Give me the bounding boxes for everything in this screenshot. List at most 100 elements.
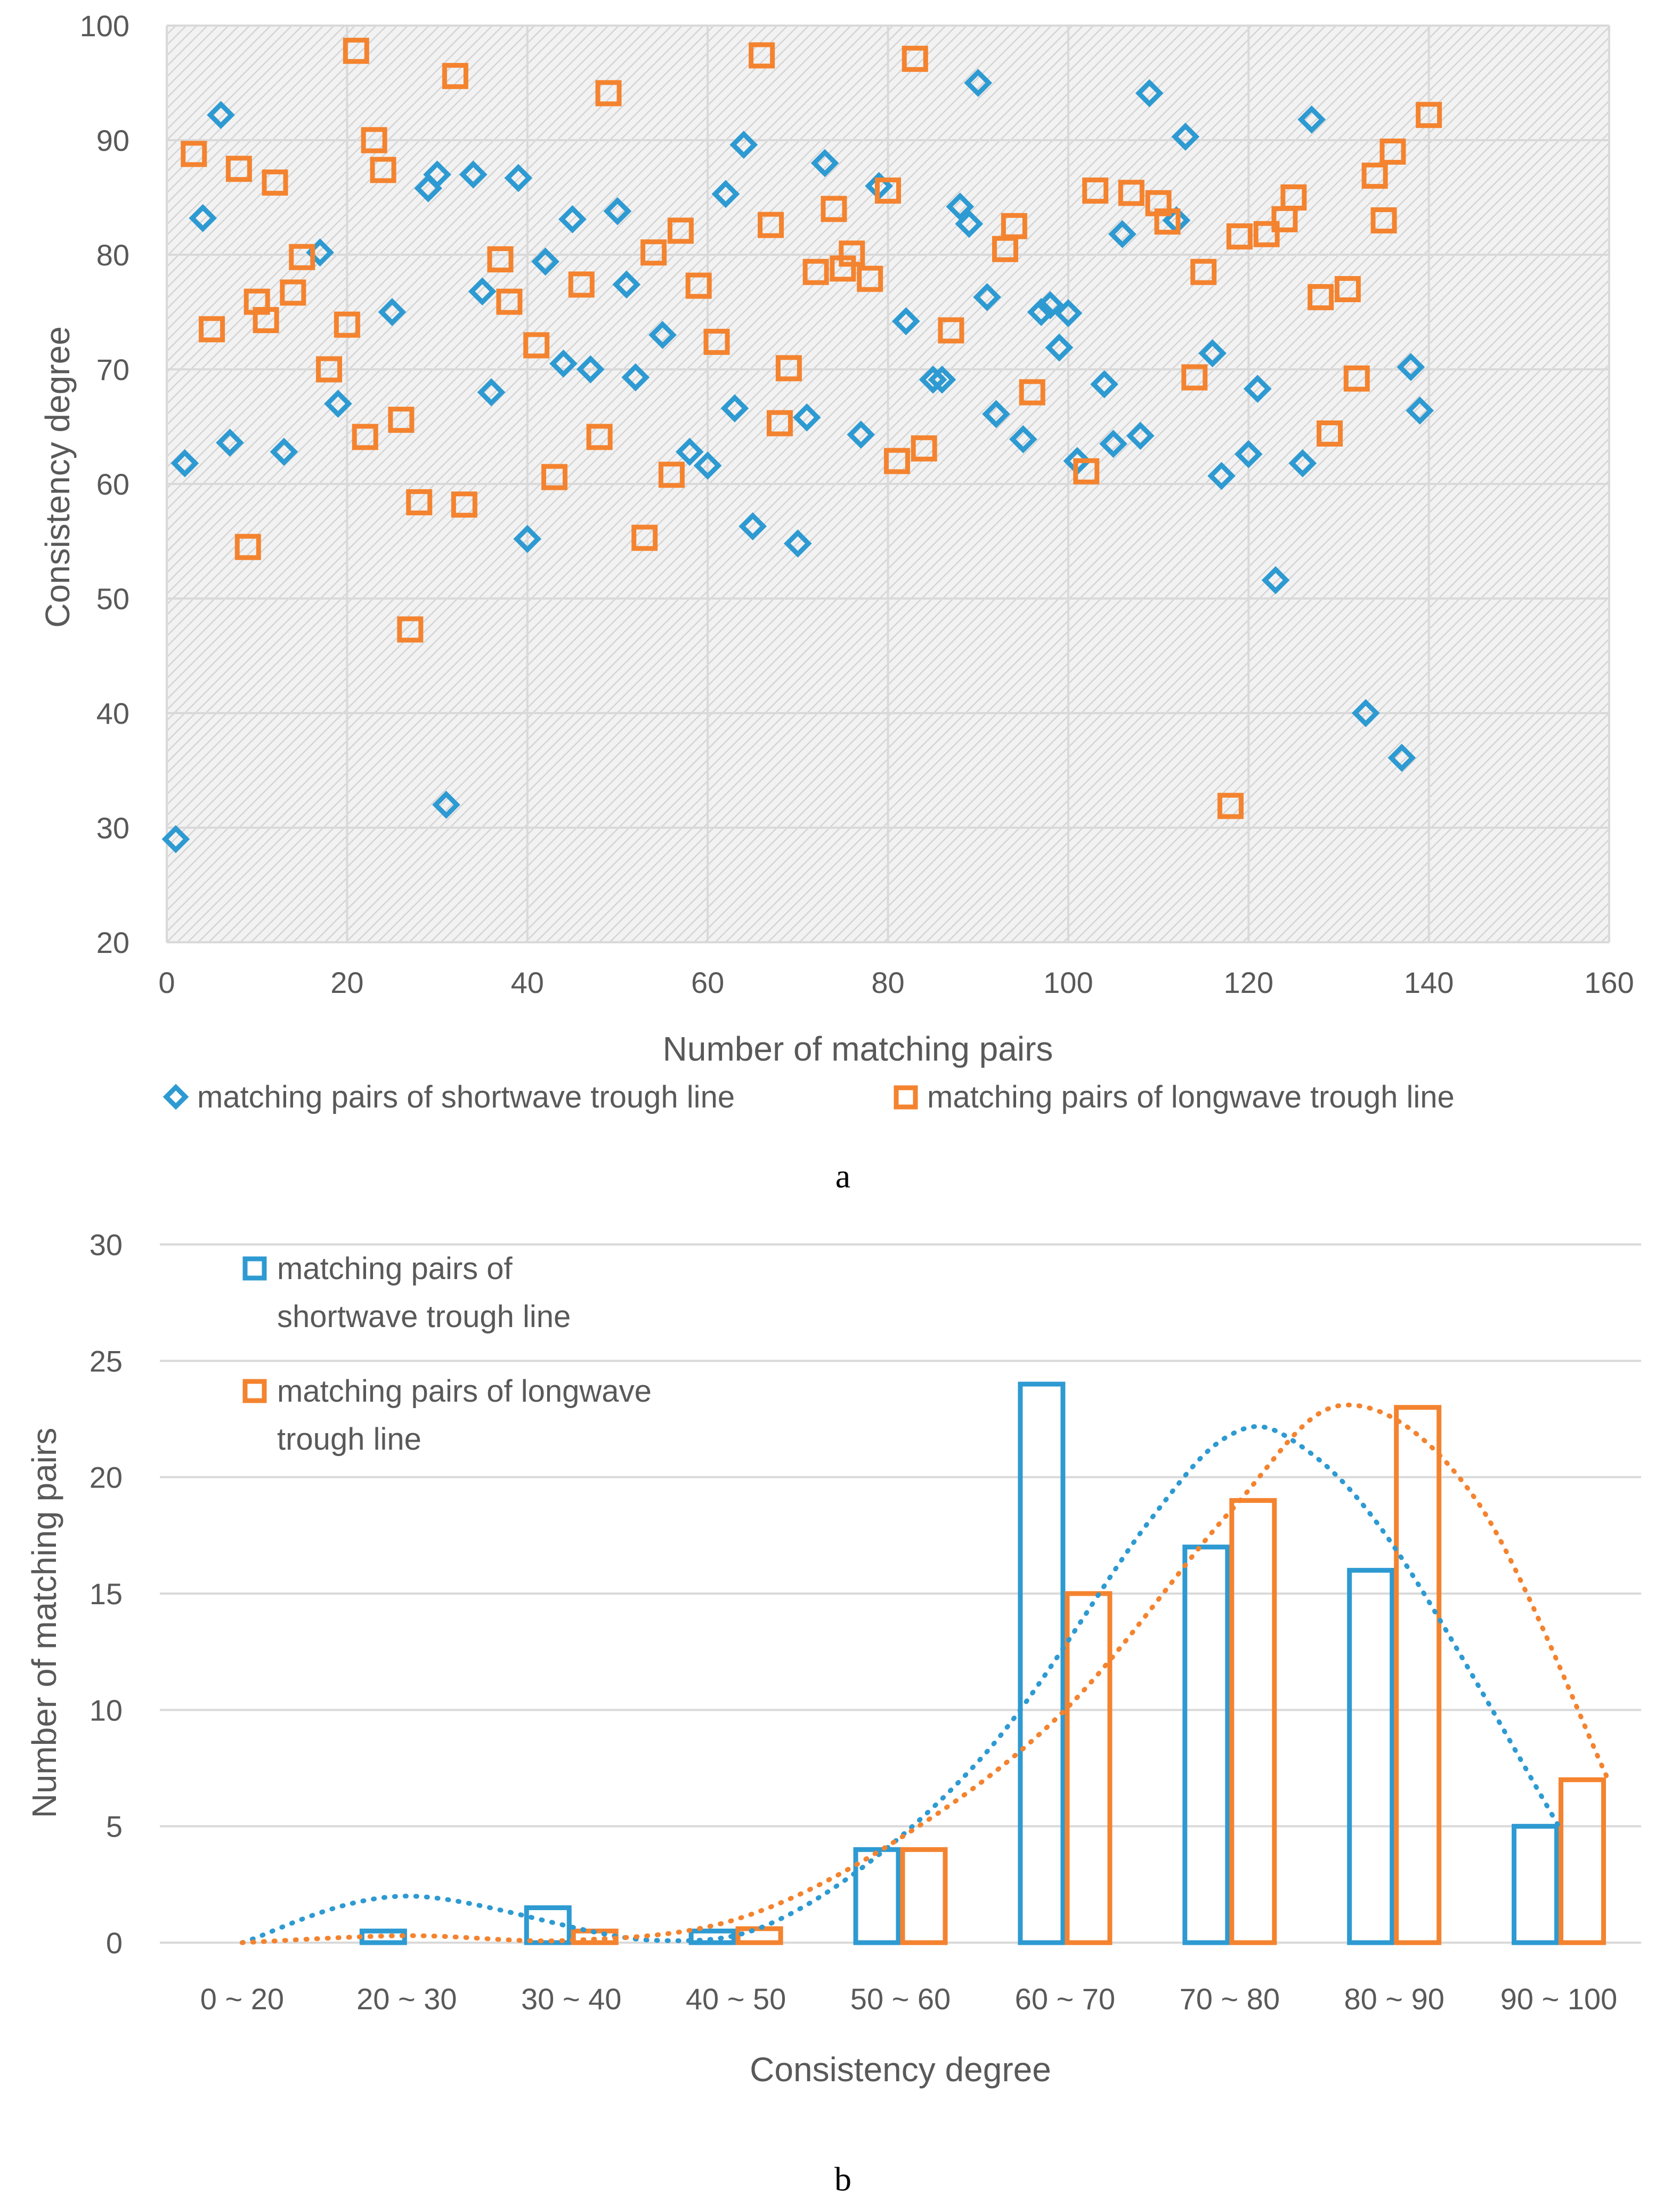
- longwave-point: [640, 239, 667, 266]
- longwave-point: [586, 424, 613, 450]
- longwave-point: [1217, 793, 1244, 819]
- histogram-y-tick-label: 20: [90, 1461, 123, 1494]
- shortwave-point: [1288, 449, 1317, 478]
- histogram-y-tick-label: 0: [106, 1926, 123, 1960]
- longwave-point: [199, 316, 225, 343]
- histogram-x-tick-label: 50 ~ 60: [850, 1982, 951, 2016]
- shortwave-point: [792, 403, 821, 432]
- scatter-x-tick-label: 100: [1043, 966, 1093, 999]
- shortwave-point: [1126, 422, 1155, 450]
- shortwave-point: [738, 512, 767, 540]
- longwave-point: [262, 169, 288, 196]
- longwave-point: [1416, 102, 1442, 128]
- longwave-point: [225, 156, 252, 182]
- shortwave-point: [1234, 440, 1263, 468]
- scatter-x-tick-label: 160: [1584, 966, 1634, 999]
- shortwave-points: [161, 69, 1434, 853]
- shortwave-point: [919, 365, 947, 394]
- longwave-point: [1118, 180, 1145, 206]
- shortwave-point: [207, 101, 235, 130]
- longwave-bar: [1229, 1498, 1277, 1945]
- longwave-point: [1308, 284, 1334, 311]
- shortwave-bar: [853, 1847, 901, 1945]
- longwave-point: [902, 45, 928, 72]
- legend-b-longwave-line1: matching pairs of longwave: [277, 1374, 652, 1409]
- shortwave-point: [847, 421, 875, 449]
- shortwave-point: [720, 394, 749, 423]
- scatter-legend: matching pairs of shortwave trough line …: [163, 1080, 1455, 1114]
- scatter-y-tick-label: 70: [96, 353, 129, 386]
- shortwave-point: [810, 149, 839, 177]
- scatter-y-tick-label: 80: [96, 238, 129, 272]
- shortwave-point: [946, 192, 975, 221]
- longwave-point: [370, 157, 396, 183]
- longwave-point: [1073, 458, 1100, 484]
- shortwave-point: [549, 349, 578, 378]
- shortwave-point: [982, 400, 1010, 429]
- histogram-x-tick-label: 90 ~ 100: [1500, 1982, 1618, 2016]
- longwave-point: [1019, 379, 1045, 406]
- shortwave-point: [612, 270, 641, 299]
- shortwave-point: [468, 277, 497, 306]
- scatter-y-tick-label: 90: [96, 124, 129, 157]
- longwave-point: [181, 141, 207, 167]
- longwave-point: [523, 332, 550, 359]
- histogram-x-tick-labels: 0 ~ 20 20 ~ 30 30 ~ 40 40 ~ 50 50 ~ 60 60 ~ 7…: [200, 1982, 1618, 2016]
- longwave-bar: [735, 1926, 783, 1945]
- histogram-bars: [359, 1381, 1606, 1945]
- histogram-y-tick-label: 5: [106, 1810, 123, 1844]
- legend-b-longwave-icon: [242, 1379, 267, 1403]
- longwave-point: [857, 265, 883, 292]
- longwave-point: [541, 464, 568, 490]
- longwave-point: [1343, 365, 1370, 392]
- longwave-point: [1334, 276, 1361, 302]
- scatter-gridlines: [166, 25, 1610, 943]
- shortwave-point: [477, 378, 506, 407]
- shortwave-point: [1397, 353, 1425, 382]
- shortwave-point: [378, 298, 407, 326]
- histogram-x-tick-label: 60 ~ 70: [1015, 1982, 1115, 2016]
- legend-shortwave-label: matching pairs of shortwave trough line: [197, 1080, 735, 1114]
- longwave-point: [289, 244, 315, 270]
- shortwave-point: [1108, 220, 1137, 248]
- shortwave-point: [504, 164, 533, 192]
- shortwave-point: [324, 390, 352, 418]
- shortwave-bar: [1018, 1381, 1066, 1945]
- scatter-y-tick-label: 30: [96, 811, 129, 845]
- shortwave-point: [621, 363, 650, 392]
- shortwave-bar: [1182, 1545, 1230, 1945]
- histogram-x-tick-label: 40 ~ 50: [686, 1982, 786, 2016]
- scatter-x-tick-label: 120: [1224, 966, 1273, 999]
- histogram-y-axis-title: Number of matching pairs: [25, 1428, 63, 1818]
- scatter-x-tick-label: 0: [158, 966, 175, 999]
- shortwave-point: [603, 197, 632, 225]
- shortwave-bar: [1512, 1824, 1560, 1945]
- shortwave-point: [558, 205, 587, 233]
- longwave-point: [875, 177, 901, 204]
- scatter-y-axis-title: Consistency degree: [38, 326, 77, 628]
- shortwave-point: [1387, 743, 1416, 772]
- shortwave-point: [1099, 430, 1127, 458]
- scatter-y-tick-label: 50: [96, 582, 129, 616]
- longwave-point: [1253, 221, 1280, 247]
- scatter-x-tick-label: 20: [330, 966, 363, 999]
- shortwave-point: [1261, 566, 1290, 594]
- legend-b-longwave-line2: trough line: [277, 1422, 421, 1457]
- longwave-point: [667, 217, 694, 244]
- shortwave-point: [1135, 79, 1164, 108]
- shortwave-point: [648, 321, 677, 349]
- longwave-point: [766, 410, 793, 436]
- shortwave-point: [171, 449, 199, 478]
- longwave-point: [1370, 207, 1397, 233]
- shortwave-point: [1045, 333, 1074, 362]
- shortwave-point: [1351, 699, 1380, 727]
- longwave-points: [181, 37, 1442, 819]
- longwave-point: [839, 240, 865, 267]
- histogram-x-tick-label: 20 ~ 30: [356, 1982, 457, 2016]
- longwave-point: [361, 127, 387, 153]
- scatter-y-tick-label: 40: [96, 697, 129, 730]
- shortwave-point: [1171, 123, 1200, 151]
- shortwave-point: [928, 365, 956, 394]
- longwave-point: [496, 288, 523, 315]
- shortwave-point: [1036, 291, 1065, 319]
